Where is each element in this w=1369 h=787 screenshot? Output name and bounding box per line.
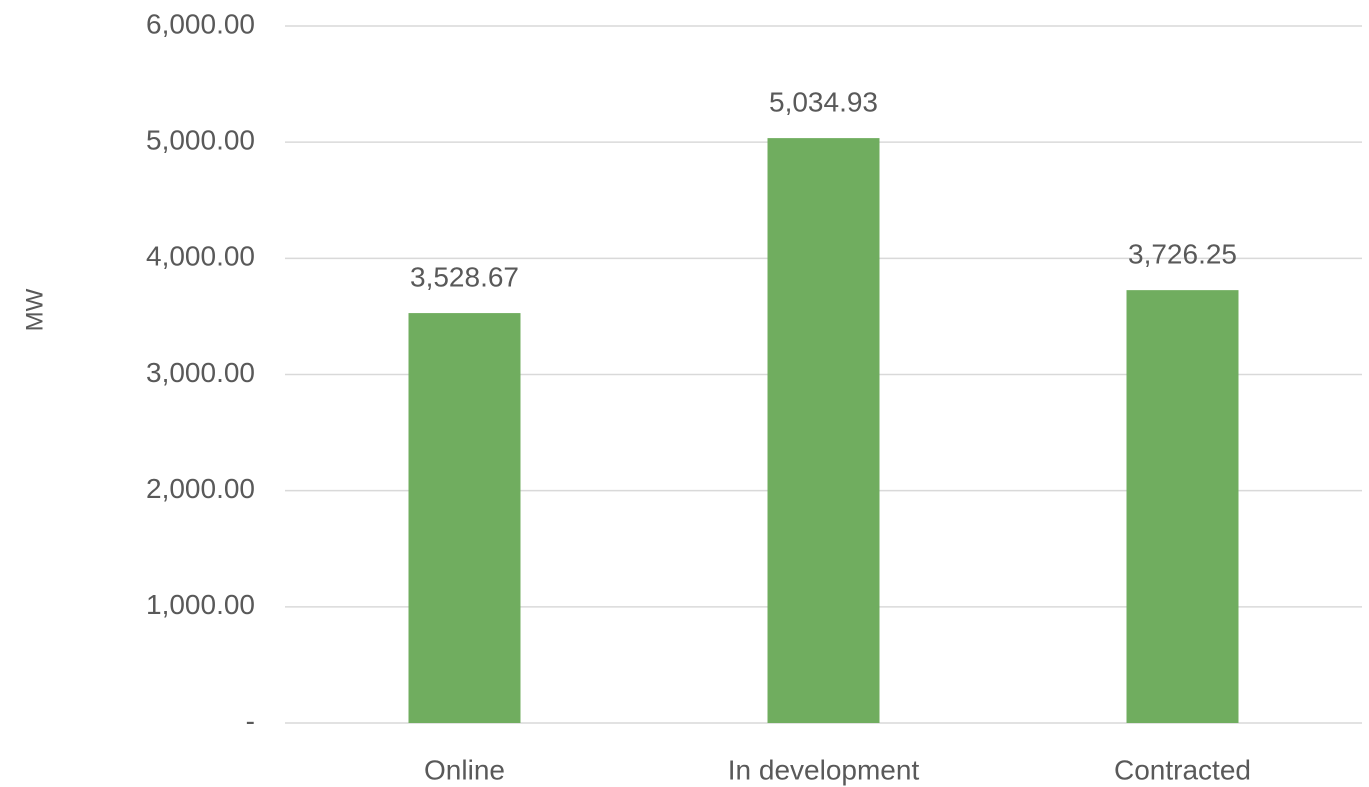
- x-tick-label: Online: [424, 754, 505, 785]
- y-axis-label: MW: [21, 288, 48, 331]
- data-label: 3,528.67: [410, 261, 519, 292]
- x-tick-label: In development: [728, 754, 920, 785]
- y-tick-label: -: [246, 705, 255, 736]
- y-tick-label: 2,000.00: [146, 473, 255, 504]
- y-tick-label: 5,000.00: [146, 125, 255, 156]
- data-label: 5,034.93: [769, 86, 878, 117]
- bar: [767, 138, 880, 724]
- y-tick-label: 1,000.00: [146, 589, 255, 620]
- y-tick-label: 3,000.00: [146, 357, 255, 388]
- x-tick-label: Contracted: [1114, 754, 1251, 785]
- y-tick-label: 4,000.00: [146, 241, 255, 272]
- bar: [408, 313, 521, 723]
- data-label: 3,726.25: [1128, 239, 1237, 270]
- y-tick-label: 6,000.00: [146, 8, 255, 39]
- bar: [1126, 290, 1239, 723]
